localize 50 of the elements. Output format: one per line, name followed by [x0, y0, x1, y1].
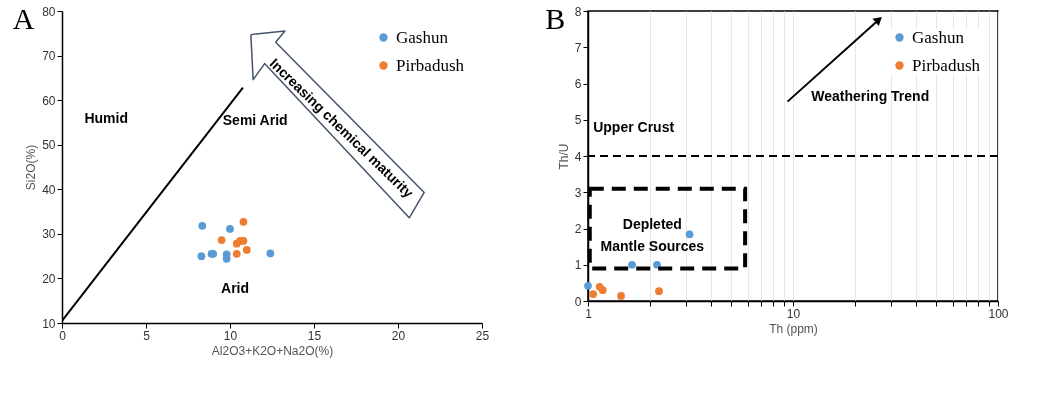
y-tick-label: 60: [42, 93, 56, 108]
point: [226, 225, 234, 233]
x-axis-title: Al2O3+K2O+Na2O(%): [211, 343, 334, 358]
x-tick-label: 10: [223, 328, 238, 343]
y-tick-label: 1: [574, 258, 582, 273]
y-axis-title: Th/U: [556, 143, 571, 170]
annotation: Humid: [84, 109, 128, 126]
annotation: Arid: [221, 280, 250, 297]
y-tick-label: 50: [42, 138, 56, 153]
y-tick-label: 6: [574, 77, 582, 91]
x-axis-title: Th (ppm): [769, 321, 818, 336]
x-tick-label: 100: [988, 306, 1009, 321]
annotation: Weathering Trend: [811, 87, 930, 104]
point: [242, 246, 251, 254]
x-tick-label: 15: [307, 328, 322, 343]
y-tick-label: 30: [42, 227, 56, 242]
y-tick-label: 7: [574, 40, 582, 55]
legend-label: Gashun: [912, 27, 965, 47]
y-tick-label: 80: [42, 4, 56, 19]
point: [232, 250, 241, 258]
x-tick-label: 5: [143, 328, 151, 343]
y-tick-label: 8: [574, 4, 582, 19]
y-tick-label: 20: [42, 271, 56, 286]
point: [266, 249, 275, 258]
y-tick-label: 70: [42, 49, 56, 64]
y-tick-label: 2: [574, 222, 582, 236]
x-tick-label: 10: [786, 306, 801, 321]
x-tick-label: 0: [59, 328, 67, 343]
legend-label: Gashun: [396, 27, 449, 47]
y-tick-label: 5: [574, 113, 582, 128]
annotation: Depleted Mantle Sources: [600, 215, 705, 254]
y-axis-title: Si2O(%): [24, 144, 39, 191]
point: [239, 217, 248, 226]
x-tick-label: 1: [585, 306, 593, 321]
y-tick-label: 10: [42, 316, 56, 331]
y-tick-label: 40: [42, 182, 56, 197]
point: [197, 252, 206, 261]
y-tick-label: 4: [574, 149, 582, 164]
chart-title: B: [545, 2, 566, 35]
y-tick-label: 3: [574, 185, 582, 200]
point: [198, 221, 207, 230]
chart-title: A: [12, 2, 35, 35]
legend-label: Pirbadush: [912, 55, 981, 75]
x-tick-label: 25: [475, 328, 490, 343]
annotation: Semi Arid: [222, 112, 288, 129]
ref-line-label: Upper Crust: [593, 118, 675, 135]
y-tick-label: 0: [574, 294, 582, 309]
legend-label: Pirbadush: [396, 55, 465, 75]
point: [217, 236, 226, 244]
x-tick-label: 20: [391, 328, 406, 343]
